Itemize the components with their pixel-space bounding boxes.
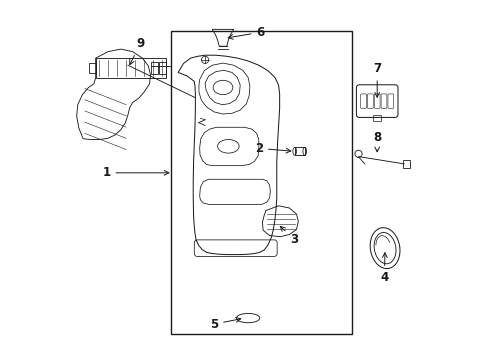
Text: 1: 1: [102, 166, 168, 179]
Text: 7: 7: [372, 62, 381, 97]
Bar: [89, 63, 96, 73]
Text: 4: 4: [380, 253, 387, 284]
Bar: [159, 62, 165, 74]
Text: 2: 2: [254, 142, 290, 155]
Bar: [171, 31, 351, 334]
Bar: [294, 147, 304, 155]
Text: 3: 3: [280, 226, 298, 246]
Bar: [372, 114, 381, 121]
Bar: [402, 160, 409, 168]
Bar: [151, 62, 158, 74]
Text: 6: 6: [228, 26, 264, 39]
Text: 8: 8: [372, 131, 381, 152]
Text: 9: 9: [129, 37, 144, 65]
Text: 5: 5: [209, 318, 240, 331]
Bar: [96, 58, 165, 78]
